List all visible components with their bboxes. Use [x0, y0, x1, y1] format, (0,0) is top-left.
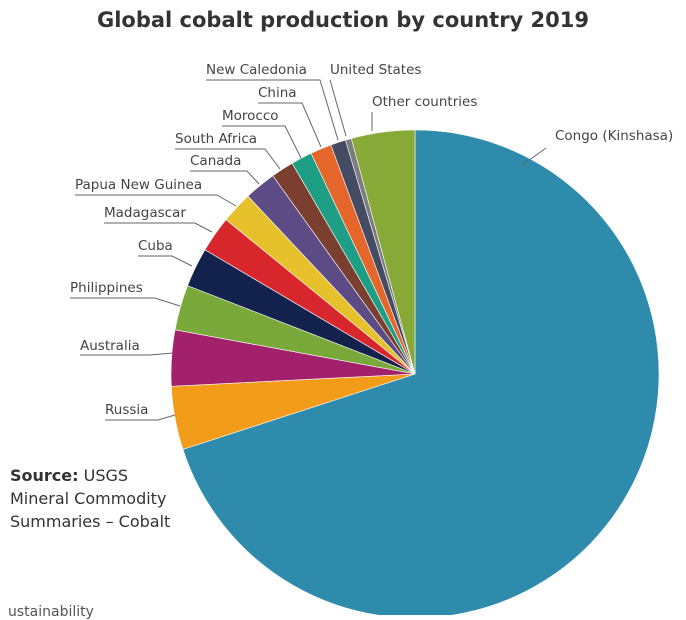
- leader-line: [104, 222, 213, 233]
- leader-line: [80, 352, 174, 356]
- leader-line: [105, 414, 176, 421]
- pie-slice-congo-kinshasa: [182, 129, 660, 615]
- leader-line: [520, 147, 547, 167]
- source-prefix: Source:: [10, 466, 79, 485]
- source-line-2: Mineral Commodity: [10, 489, 167, 508]
- leader-line: [175, 148, 281, 170]
- source-note: Source: USGS Mineral Commodity Summaries…: [10, 464, 170, 533]
- slice-label: Russia: [105, 402, 148, 418]
- slice-labels: Congo (Kinshasa) Russia Australia Philippin…: [70, 62, 673, 418]
- slice-label: Papua New Guinea: [75, 177, 202, 193]
- slice-label: Other countries: [372, 94, 477, 110]
- slice-label: Canada: [190, 153, 241, 169]
- chart-title: Global cobalt production by country 2019: [96, 8, 590, 32]
- leader-line: [138, 255, 193, 267]
- source-line-3: Summaries – Cobalt: [10, 512, 171, 531]
- pie-slices: [170, 129, 660, 615]
- slice-label: Cuba: [138, 238, 173, 254]
- pie-slice-other-countries: [350, 129, 416, 375]
- leader-line: [206, 79, 339, 141]
- slice-label: Philippines: [70, 280, 143, 296]
- slice-label: United States: [330, 62, 421, 78]
- slice-label: Morocco: [222, 108, 279, 124]
- slice-label: China: [258, 85, 297, 101]
- leader-line: [329, 79, 347, 137]
- leader-line: [70, 297, 181, 307]
- slice-label: Congo (Kinshasa): [555, 128, 673, 144]
- slice-label: Australia: [80, 338, 140, 354]
- leader-line: [222, 125, 302, 159]
- source-line-1: USGS: [83, 466, 129, 485]
- leader-line: [190, 170, 260, 185]
- footer-fragment: ustainability: [8, 604, 94, 620]
- leader-lines: [70, 79, 547, 421]
- leader-line: [75, 194, 237, 207]
- slice-label: South Africa: [175, 131, 257, 147]
- slice-label: New Caledonia: [206, 62, 307, 78]
- leader-line: [258, 102, 322, 148]
- slice-label: Madagascar: [104, 205, 186, 221]
